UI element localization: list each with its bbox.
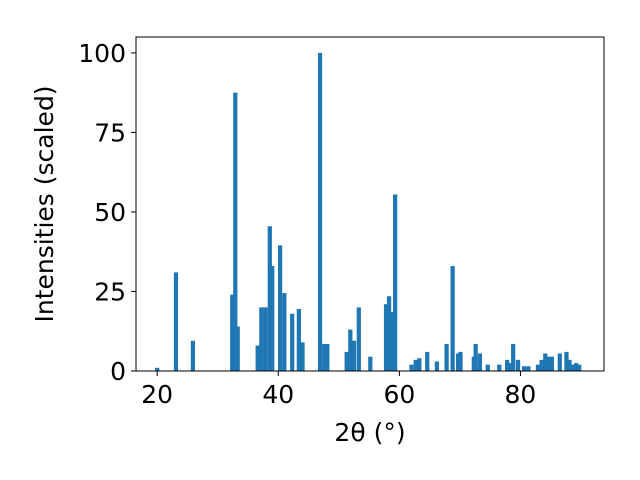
bar xyxy=(290,313,295,371)
bar xyxy=(389,312,395,371)
bar xyxy=(351,340,357,371)
bar xyxy=(413,359,418,371)
bar xyxy=(155,367,160,371)
bar xyxy=(567,359,572,371)
bar xyxy=(511,343,516,371)
bar xyxy=(348,329,353,371)
bars xyxy=(155,52,582,372)
bar xyxy=(300,342,305,371)
bar xyxy=(543,353,548,371)
bar xyxy=(233,92,238,372)
bar xyxy=(325,343,330,371)
bar xyxy=(477,353,483,371)
y-axis-title: Intensities (scaled) xyxy=(30,85,59,322)
bar xyxy=(455,353,461,371)
bar xyxy=(317,52,323,372)
bar xyxy=(386,296,392,371)
bar xyxy=(235,326,240,371)
bar xyxy=(497,364,502,371)
bar xyxy=(539,359,544,371)
bar xyxy=(505,359,510,371)
bar xyxy=(344,351,349,371)
bar xyxy=(577,364,582,371)
bar xyxy=(282,293,287,371)
bar xyxy=(434,361,440,371)
bar xyxy=(190,340,196,371)
x-tick-label: 60 xyxy=(383,380,415,409)
x-axis-ticks: 20 40 60 80 xyxy=(141,371,536,409)
bar xyxy=(574,363,579,371)
x-axis-title: 2θ (°) xyxy=(334,418,405,447)
x-tick-label: 20 xyxy=(141,380,173,409)
y-tick-label: 25 xyxy=(94,277,126,306)
bar xyxy=(259,307,264,371)
bar xyxy=(255,345,260,371)
bar xyxy=(526,366,531,371)
bar xyxy=(277,245,283,371)
y-tick-label: 75 xyxy=(94,118,126,147)
plot-frame xyxy=(135,36,605,372)
bar xyxy=(571,364,576,371)
bar xyxy=(535,364,541,371)
y-tick-label: 0 xyxy=(110,357,126,386)
bar xyxy=(383,304,389,371)
bar xyxy=(458,351,463,371)
bar xyxy=(356,307,361,371)
y-axis-ticks: 0 25 50 75 100 xyxy=(78,39,136,386)
bar xyxy=(173,272,179,371)
bar xyxy=(564,351,569,371)
y-tick-label: 50 xyxy=(94,198,126,227)
bar xyxy=(549,356,555,371)
bar xyxy=(508,363,513,371)
y-tick-label: 100 xyxy=(78,39,126,68)
bar xyxy=(393,194,398,371)
bar xyxy=(546,356,551,371)
bar xyxy=(425,351,430,371)
bar xyxy=(230,294,235,371)
bar xyxy=(270,266,275,371)
bar xyxy=(267,226,272,371)
bar xyxy=(322,343,327,371)
bar xyxy=(417,358,422,371)
x-tick-label: 40 xyxy=(262,380,294,409)
bar xyxy=(263,307,268,371)
bar xyxy=(409,364,414,371)
plot-background xyxy=(136,37,604,371)
bar xyxy=(485,364,490,371)
bar xyxy=(557,353,562,371)
bar xyxy=(521,366,527,371)
bar xyxy=(450,266,455,371)
bar xyxy=(473,343,478,371)
bar xyxy=(515,359,521,371)
bar xyxy=(444,343,449,371)
bar xyxy=(296,308,301,371)
x-tick-label: 80 xyxy=(505,380,537,409)
bar xyxy=(368,356,373,371)
